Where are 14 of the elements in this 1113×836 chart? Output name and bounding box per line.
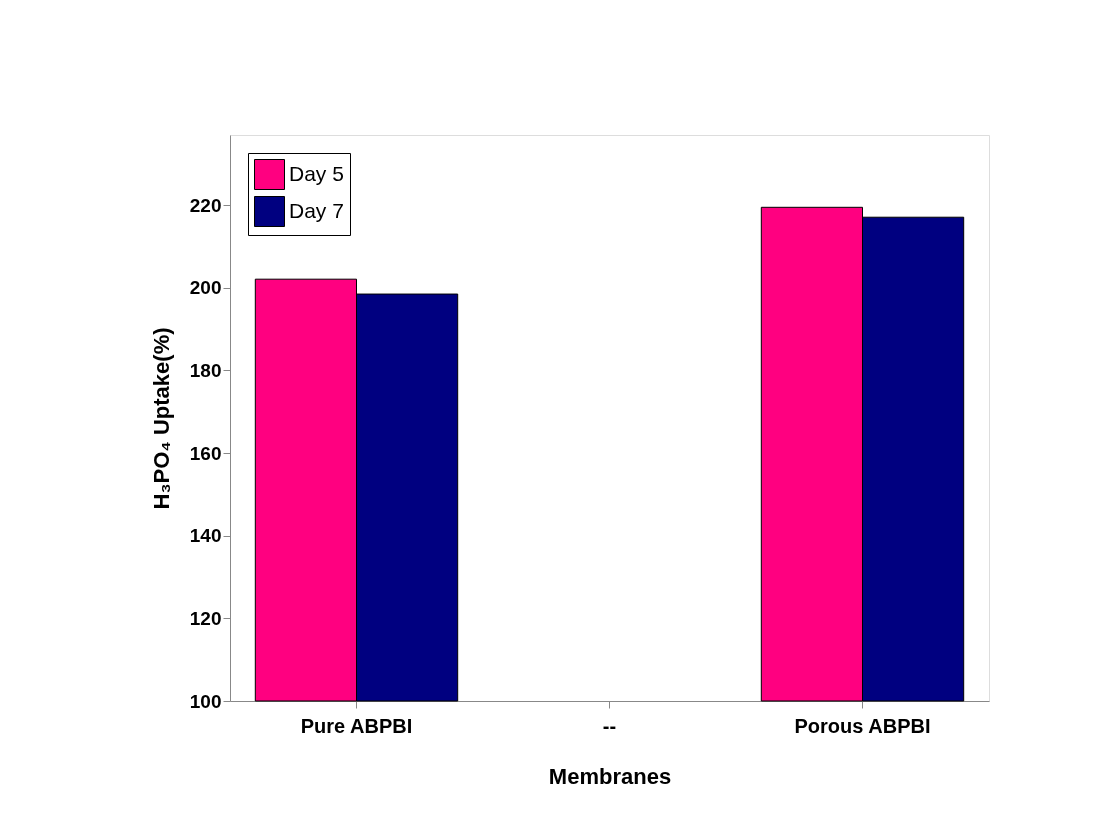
y-tick-label: 100 (189, 690, 222, 712)
x-tick-label: -- (602, 714, 617, 737)
y-tick-label: 160 (189, 442, 222, 464)
x-tick-label: Pure ABPBI (300, 714, 413, 737)
y-tick-label: 220 (189, 194, 222, 216)
y-tick-label: 140 (189, 525, 222, 547)
legend-label: Day 5 (289, 161, 344, 185)
y-tick-label: 120 (189, 607, 222, 629)
y-tick-label: 200 (189, 277, 222, 299)
y-axis-title: H₃PO₄ Uptake(%) (148, 327, 174, 510)
legend-label: Day 7 (289, 198, 344, 222)
x-axis-title: Membranes (548, 763, 672, 789)
x-tick-label: Porous ABPBI (794, 714, 931, 737)
y-tick-label: 180 (189, 359, 222, 381)
